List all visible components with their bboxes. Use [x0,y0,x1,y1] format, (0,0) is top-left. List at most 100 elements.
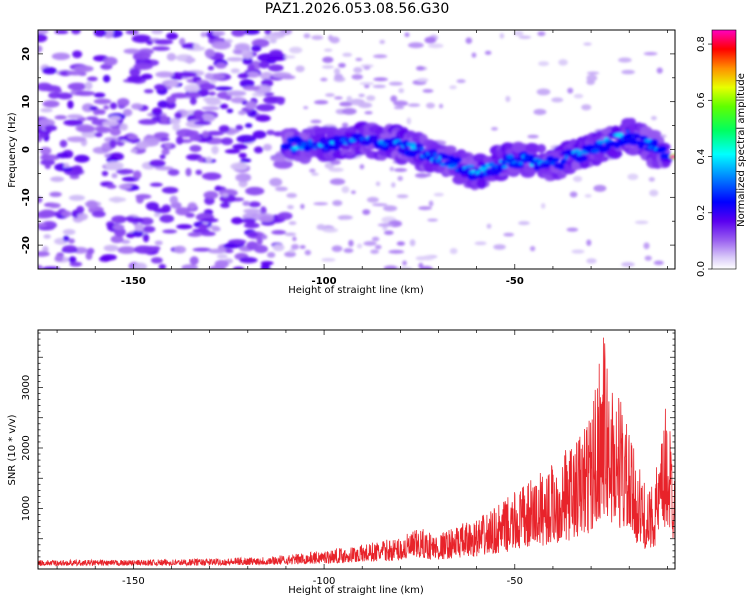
noise-blob [269,49,283,57]
noise-blob [418,262,424,269]
noise-blob [142,233,150,243]
noise-blob [161,148,170,156]
colorbar-tick-label: 0.0 [696,261,707,277]
noise-blob [108,196,127,203]
ridge-bright-blob [573,148,581,153]
noise-blob [425,102,436,109]
noise-blob [288,248,295,253]
noise-blob [130,148,138,154]
noise-blob [486,223,492,229]
noise-blob [322,56,334,63]
chart-title: PAZ1.2026.053.08.56.G30 [264,1,450,17]
noise-blob [353,66,363,74]
noise-blob [155,71,174,78]
noise-blob [62,167,73,172]
noise-blob [224,149,241,154]
noise-blob [261,234,268,240]
noise-blob [338,62,346,68]
noise-blob [363,65,371,70]
ridge-bright-blob [419,147,425,151]
noise-blob [533,108,547,116]
colorbar-tick-label: 0.8 [696,36,707,52]
noise-blob [192,109,204,118]
noise-blob [254,40,269,46]
noise-blob [125,216,136,222]
noise-blob [237,72,249,79]
noise-blob [189,144,202,153]
noise-blob [51,52,71,61]
noise-blob [186,91,201,99]
noise-blob [391,182,396,188]
noise-blob [586,79,595,85]
ridge-bright-blob [625,129,630,133]
noise-blob [118,184,134,189]
colorbar-gradient [711,29,737,270]
noise-blob [134,223,145,232]
snr-x-axis-label: Height of straight line (km) [288,585,424,596]
colorbar-tick-label: 0.4 [696,149,707,165]
noise-blob [40,107,53,113]
noise-blob [396,241,406,246]
noise-blob [141,73,153,80]
noise-blob [653,260,664,266]
noise-blob [54,115,67,120]
noise-blob [236,134,257,144]
noise-blob [164,142,172,149]
noise-blob [38,264,43,269]
noise-blob [93,98,112,105]
noise-blob [109,102,118,110]
ridge-core-blob [657,146,667,153]
noise-blob [63,119,84,126]
noise-blob [263,96,281,104]
noise-blob [38,133,48,138]
noise-blob [621,69,635,75]
noise-blob [409,239,416,247]
noise-blob [627,173,639,181]
noise-blob [205,156,213,163]
noise-blob [68,194,86,201]
noise-blob [389,166,394,172]
noise-blob [370,249,379,254]
snr-y-tick-label: 2000 [21,435,32,460]
noise-blob [414,172,429,179]
noise-blob [310,119,322,124]
noise-blob [569,191,578,198]
noise-blob [131,34,152,43]
noise-blob [584,194,592,198]
noise-blob [288,221,297,225]
noise-blob [364,84,370,89]
noise-blob [175,136,184,145]
ridge-halo-blob [593,155,609,163]
ridge-halo-blob [525,143,540,154]
noise-blob [331,245,343,252]
ridge-bright-blob [564,155,569,160]
noise-blob [151,246,161,251]
ridge-bright-blob [488,161,495,167]
noise-blob [112,224,125,230]
noise-blob [166,32,179,40]
noise-blob [132,51,151,60]
noise-blob [243,208,262,214]
noise-blob [303,106,309,110]
noise-blob [95,126,112,134]
noise-blob [106,184,117,189]
spectrogram-x-tick-label: -50 [506,276,524,287]
noise-blob [351,190,356,194]
noise-blob [152,46,170,51]
noise-blob [169,195,178,204]
noise-blob [104,161,124,171]
noise-blob [390,95,398,103]
noise-blob [162,229,178,234]
noise-blob [255,114,271,122]
noise-blob [123,48,140,54]
noise-blob [649,189,659,197]
ridge-bright-blob [591,148,600,154]
noise-blob [161,204,171,213]
noise-blob [138,119,158,125]
noise-blob [151,107,163,116]
noise-blob [208,91,216,96]
noise-blob [158,263,167,269]
noise-blob [484,50,492,55]
noise-blob [343,248,354,253]
noise-blob [424,36,437,44]
